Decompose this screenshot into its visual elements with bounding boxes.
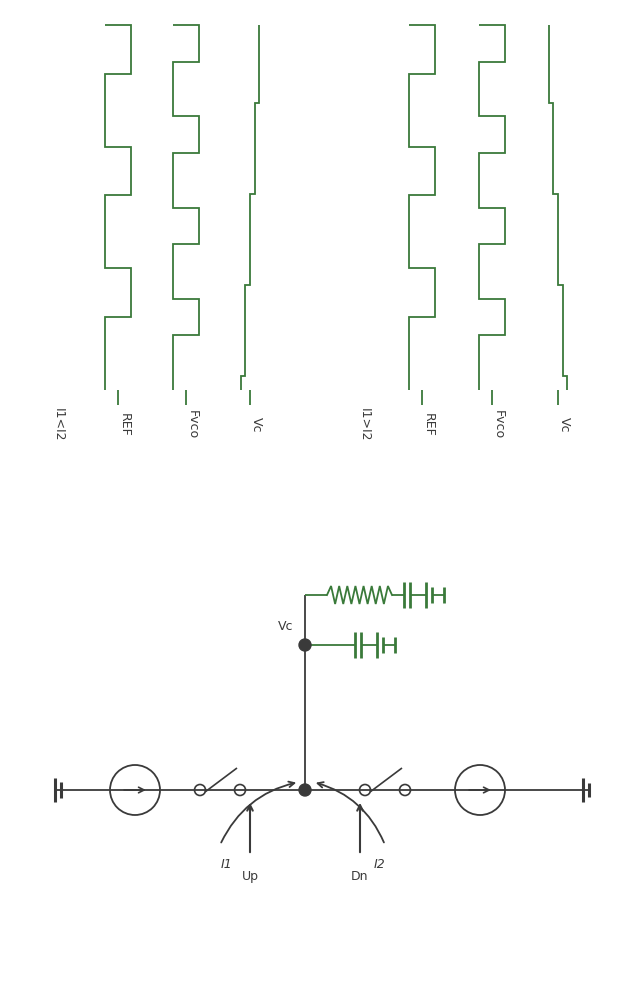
Text: Fvco: Fvco <box>186 410 199 440</box>
Circle shape <box>299 639 311 651</box>
Text: I2: I2 <box>374 858 386 871</box>
Text: REF: REF <box>422 413 435 437</box>
Text: REF: REF <box>118 413 131 437</box>
Circle shape <box>299 784 311 796</box>
Text: Fvco: Fvco <box>492 410 505 440</box>
Text: Vc: Vc <box>278 620 293 633</box>
Text: Up: Up <box>242 870 258 883</box>
Text: I1<I2: I1<I2 <box>52 408 65 442</box>
Text: I1>I2: I1>I2 <box>358 408 371 442</box>
Text: Vc: Vc <box>250 417 263 433</box>
Text: I1: I1 <box>221 858 233 871</box>
Text: Dn: Dn <box>352 870 369 883</box>
Text: Vc: Vc <box>558 417 571 433</box>
